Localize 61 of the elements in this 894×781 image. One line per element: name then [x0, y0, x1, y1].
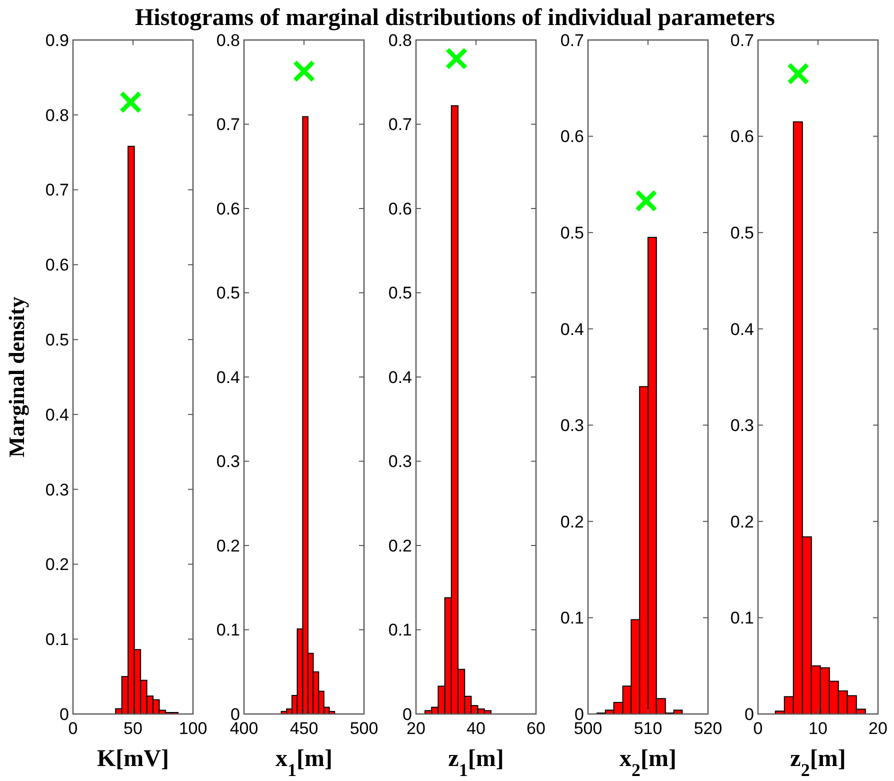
y-tick-label: 0 [60, 704, 69, 724]
y-tick-label: 0.2 [730, 512, 754, 532]
x-tick-label: 500 [350, 719, 378, 738]
y-tick-label: 0.2 [216, 536, 240, 556]
y-tick-label: 0.6 [45, 256, 69, 275]
y-tick-label: 0.3 [560, 416, 584, 436]
y-tick-label: 0.7 [730, 30, 754, 50]
y-tick-label: 0.1 [388, 620, 412, 640]
y-tick-label: 0.1 [216, 620, 240, 640]
x-tick-label: 450 [290, 719, 318, 738]
y-tick-label: 0.7 [388, 115, 412, 134]
x-tick-label: 500 [574, 719, 602, 738]
y-tick-label: 0.6 [216, 199, 240, 218]
x-axis-title: x$_{1}$[m] [276, 746, 332, 780]
y-tick-label: 0.1 [730, 608, 754, 628]
x-tick-label: 50 [124, 719, 142, 738]
y-tick-label: 0.4 [45, 405, 69, 424]
text: Histograms of marginal distributions of individual parameters [134, 5, 776, 31]
y-tick-label: 0.6 [730, 127, 754, 146]
x-tick-label: 60 [526, 719, 546, 738]
x-axis-title: z$_{1}$[m] [448, 746, 504, 780]
y-tick-label: 0.7 [45, 180, 69, 200]
y-tick-label: 0.5 [216, 284, 240, 303]
y-tick-label: 0.8 [45, 106, 69, 125]
x-axis-title: x$_{2}$[m] [620, 746, 676, 780]
y-tick-label: 0.2 [45, 555, 69, 574]
x-tick-label: 20 [406, 719, 426, 738]
y-tick-label: 0.2 [560, 512, 584, 532]
y-tick-label: 0.6 [388, 199, 412, 218]
y-tick-label: 0.2 [388, 536, 412, 556]
y-tick-label: 0.4 [388, 368, 412, 387]
x-tick-label: 20 [868, 719, 888, 738]
y-tick-label: 0.1 [560, 608, 584, 628]
y-tick-label: 0.5 [388, 284, 412, 303]
y-tick-label: 0.3 [216, 452, 240, 472]
x-tick-label: 10 [808, 719, 828, 738]
y-tick-label: 0.5 [45, 330, 69, 350]
x-tick-label: 520 [694, 719, 722, 738]
y-tick-label: 0.6 [560, 127, 584, 146]
y-tick-label: 0.4 [216, 368, 240, 387]
y-tick-label: 0.8 [216, 30, 240, 50]
y-tick-label: 0.3 [45, 480, 69, 500]
y-tick-label: 0.5 [560, 224, 584, 243]
y-tick-label: 0.7 [216, 115, 240, 134]
y-tick-label: 0.5 [730, 224, 754, 243]
x-tick-label: 510 [634, 719, 662, 738]
x-axis-title: K[mV] [97, 746, 169, 772]
y-tick-label: 0.8 [388, 30, 412, 50]
y-tick-label: 0.7 [560, 30, 584, 50]
y-tick-label: 0.4 [730, 320, 754, 339]
y-tick-label: 0.1 [45, 630, 69, 650]
x-tick-label: 100 [178, 719, 208, 738]
x-axis-title: z$_{2}$[m] [790, 746, 846, 780]
y-tick-label: 0.3 [388, 452, 412, 472]
y-axis-title: Marginal density [4, 296, 29, 458]
y-tick-label: 0 [744, 704, 754, 724]
x-tick-label: 400 [230, 719, 258, 738]
y-tick-label: 0.3 [730, 416, 754, 436]
x-tick-label: 40 [466, 719, 486, 738]
y-tick-label: 0.4 [560, 320, 584, 339]
y-tick-label: 0.9 [45, 30, 69, 50]
